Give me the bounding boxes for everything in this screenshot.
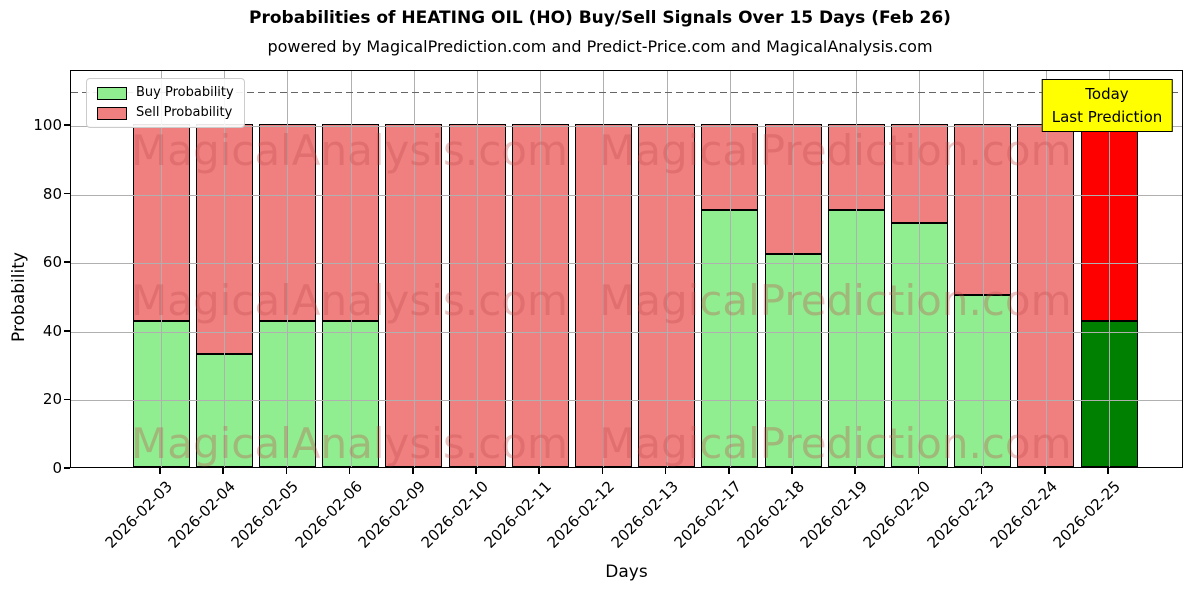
v-gridline [540,71,542,467]
v-gridline [1045,71,1047,467]
h-gridline [71,331,1182,333]
x-tick-mark [980,468,983,474]
today-annotation-box: Today Last Prediction [1041,79,1173,132]
annotation-line2: Last Prediction [1051,107,1163,126]
x-tick-mark [1044,468,1046,474]
legend-item-sell: Sell Probability [97,106,234,120]
x-tick-mark [538,468,540,474]
x-tick-mark [601,468,604,474]
y-tick-mark [64,330,70,332]
h-gridline [71,194,1182,196]
v-gridline [666,71,668,467]
x-tick-mark [917,468,920,474]
y-tick-mark [64,467,70,469]
v-gridline [793,71,794,467]
h-gridline [71,263,1182,265]
y-tick-label: 80 [42,184,62,203]
v-gridline [350,71,352,467]
h-gridline [71,400,1182,402]
y-tick-label: 20 [42,390,62,409]
x-tick-mark [854,468,856,474]
v-gridline [1109,71,1110,467]
v-gridline [919,71,921,467]
v-gridline [287,71,289,467]
y-tick-mark [64,398,70,401]
v-gridline [161,71,162,467]
x-tick-mark [159,468,161,474]
sell-color-swatch [97,106,127,120]
buy-color-swatch [97,86,127,100]
x-axis-label: Days [605,562,648,582]
v-gridline [224,71,226,467]
annotation-line1: Today [1085,85,1129,103]
v-gridline [729,71,731,467]
v-gridline [856,71,858,467]
legend-label-sell: Sell Probability [136,105,233,120]
y-tick-mark [64,192,70,195]
x-tick-mark [412,468,414,474]
h-gridline [71,125,1182,127]
x-tick-mark [222,468,224,474]
y-tick-label: 100 [33,115,62,134]
plot-area: MagicalAnalysis.com MagicalPrediction.com… [70,70,1183,468]
legend-item-buy: Buy Probability [97,86,234,100]
v-gridline [413,71,415,467]
v-gridline [603,71,605,467]
y-tick-label: 40 [42,321,62,340]
legend-box: Buy Probability Sell Probability [86,78,245,128]
v-gridline [982,71,984,467]
y-tick-label: 0 [52,459,62,477]
x-tick-mark [791,468,793,474]
x-tick-mark [664,468,667,474]
x-tick-mark [475,468,477,474]
chart-subtitle: powered by MagicalPrediction.com and Pre… [267,37,933,56]
x-tick-mark [728,468,730,474]
chart-title: Probabilities of HEATING OIL (HO) Buy/Se… [249,8,951,28]
v-gridline [477,71,478,467]
y-tick-mark [64,261,70,263]
x-tick-mark [285,468,288,474]
x-tick-mark [1107,468,1109,474]
y-tick-label: 60 [42,253,62,272]
legend-label-buy: Buy Probability [136,85,234,100]
reference-dashed-line [71,91,1182,94]
y-tick-mark [64,124,70,126]
x-tick-mark [348,468,351,474]
